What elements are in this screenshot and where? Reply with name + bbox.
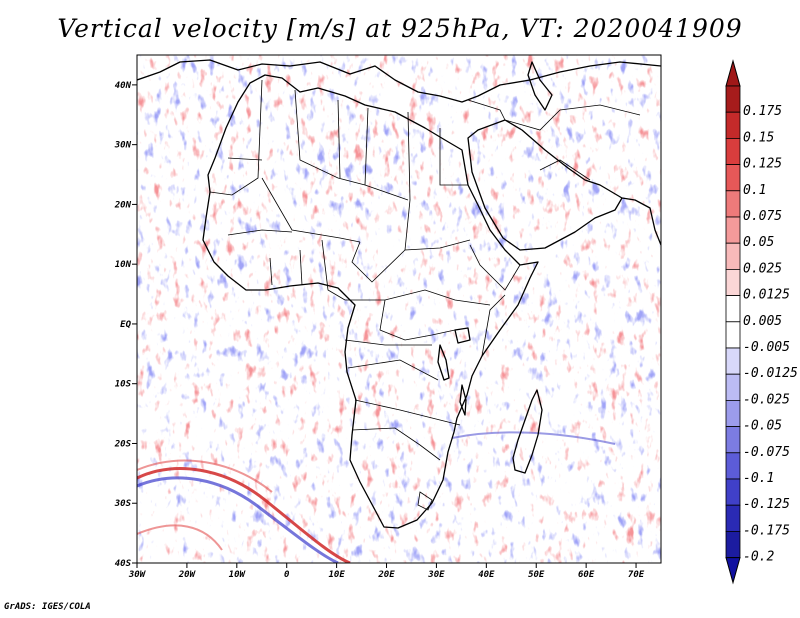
lon-tick-label: 40E (478, 570, 495, 580)
lat-tick-label: 20N (114, 200, 132, 210)
colorbar-swatch (725, 321, 741, 349)
colorbar-swatch (725, 268, 741, 296)
country-borders (209, 79, 641, 511)
colorbar-swatch (725, 111, 741, 139)
colorbar-label: -0.025 (743, 392, 790, 407)
lon-tick-label: 10E (328, 570, 345, 580)
caspian-coastline (527, 61, 553, 111)
lake-tanganyika (437, 344, 450, 381)
lat-tick-label: 40S (115, 559, 132, 569)
lake-malawi (459, 384, 467, 416)
lat-tick-label: 20S (114, 439, 132, 449)
colorbar-label: -0.005 (743, 340, 790, 355)
colorbar-swatch (725, 399, 741, 427)
lon-tick-label: 20E (377, 570, 395, 580)
lat-tick-label: 10N (115, 260, 132, 270)
colorbar-label: 0.125 (743, 157, 782, 172)
colorbar-bottom-arrow (725, 557, 741, 585)
lon-tick-label: 70E (628, 570, 645, 580)
lon-tick-label: 30E (427, 570, 445, 580)
colorbar-swatch (725, 347, 741, 375)
colorbar-label: 0.175 (743, 104, 782, 119)
colorbar-swatch (725, 190, 741, 218)
lon-axis: 30W 20W 10W 0 10E 20E 30E 40E 50E 60E 70E (128, 563, 645, 580)
lon-tick-label: 20W (178, 570, 197, 580)
lake-victoria (454, 327, 471, 344)
colorbar-swatch (725, 216, 741, 244)
colorbar: 0.175 0.15 0.125 0.1 0.075 0.05 0.025 0.0125 0.0… (725, 59, 798, 585)
colorbar-label: 0.075 (743, 209, 782, 224)
colorbar-swatch (725, 85, 741, 113)
colorbar-swatch (725, 504, 741, 532)
lon-tick-label: 50E (528, 570, 545, 580)
colorbar-label: -0.1 (743, 471, 774, 486)
asia-coastline (621, 197, 661, 246)
lat-tick-label: 30N (114, 141, 132, 151)
colorbar-swatch (725, 295, 741, 323)
colorbar-label: -0.2 (743, 550, 774, 565)
lat-tick-label: 10S (115, 380, 132, 390)
colorbar-label: 0.15 (743, 130, 774, 145)
europe-coastline (137, 59, 661, 103)
colorbar-swatch (725, 242, 741, 270)
madagascar-coastline (512, 389, 543, 474)
lat-tick-label: 40N (115, 81, 132, 91)
lon-tick-label: 60E (578, 570, 595, 580)
storm-band (137, 431, 616, 563)
colorbar-top-arrow (725, 59, 741, 87)
africa-coastline (202, 74, 539, 529)
map-title: Vertical velocity [m/s] at 925hPa, VT: 2… (57, 14, 743, 43)
colorbar-swatch (725, 164, 741, 192)
arabia-coastline (467, 119, 623, 251)
colorbar-label: 0.005 (743, 314, 782, 329)
lat-tick-label: 30S (114, 499, 132, 509)
velocity-field (137, 55, 661, 563)
colorbar-swatch (725, 452, 741, 480)
colorbar-label: -0.125 (743, 497, 790, 512)
lon-tick-label: 10W (229, 570, 247, 580)
colorbar-label: -0.05 (743, 419, 782, 434)
colorbar-label: 0.025 (743, 261, 782, 276)
colorbar-label: -0.0125 (743, 366, 798, 381)
colorbar-swatch (725, 137, 741, 165)
colorbar-swatch (725, 373, 741, 401)
lon-tick-label: 30W (128, 570, 147, 580)
colorbar-label: 0.1 (743, 183, 766, 198)
lon-tick-label: 0 (284, 570, 290, 580)
colorbar-label: 0.0125 (743, 288, 790, 303)
lat-axis: 40N 30N 20N 10N EQ 10S 20S 30S 40S (114, 81, 137, 569)
colorbar-label: -0.075 (743, 445, 790, 460)
colorbar-swatch (725, 478, 741, 506)
colorbar-label: -0.175 (743, 523, 790, 538)
footer-credit: GrADS: IGES/COLA (4, 602, 91, 612)
lat-tick-label: EQ (120, 320, 131, 330)
colorbar-swatch (725, 426, 741, 454)
plot-frame (136, 54, 662, 564)
colorbar-swatch (725, 531, 741, 559)
colorbar-label: 0.05 (743, 235, 774, 250)
